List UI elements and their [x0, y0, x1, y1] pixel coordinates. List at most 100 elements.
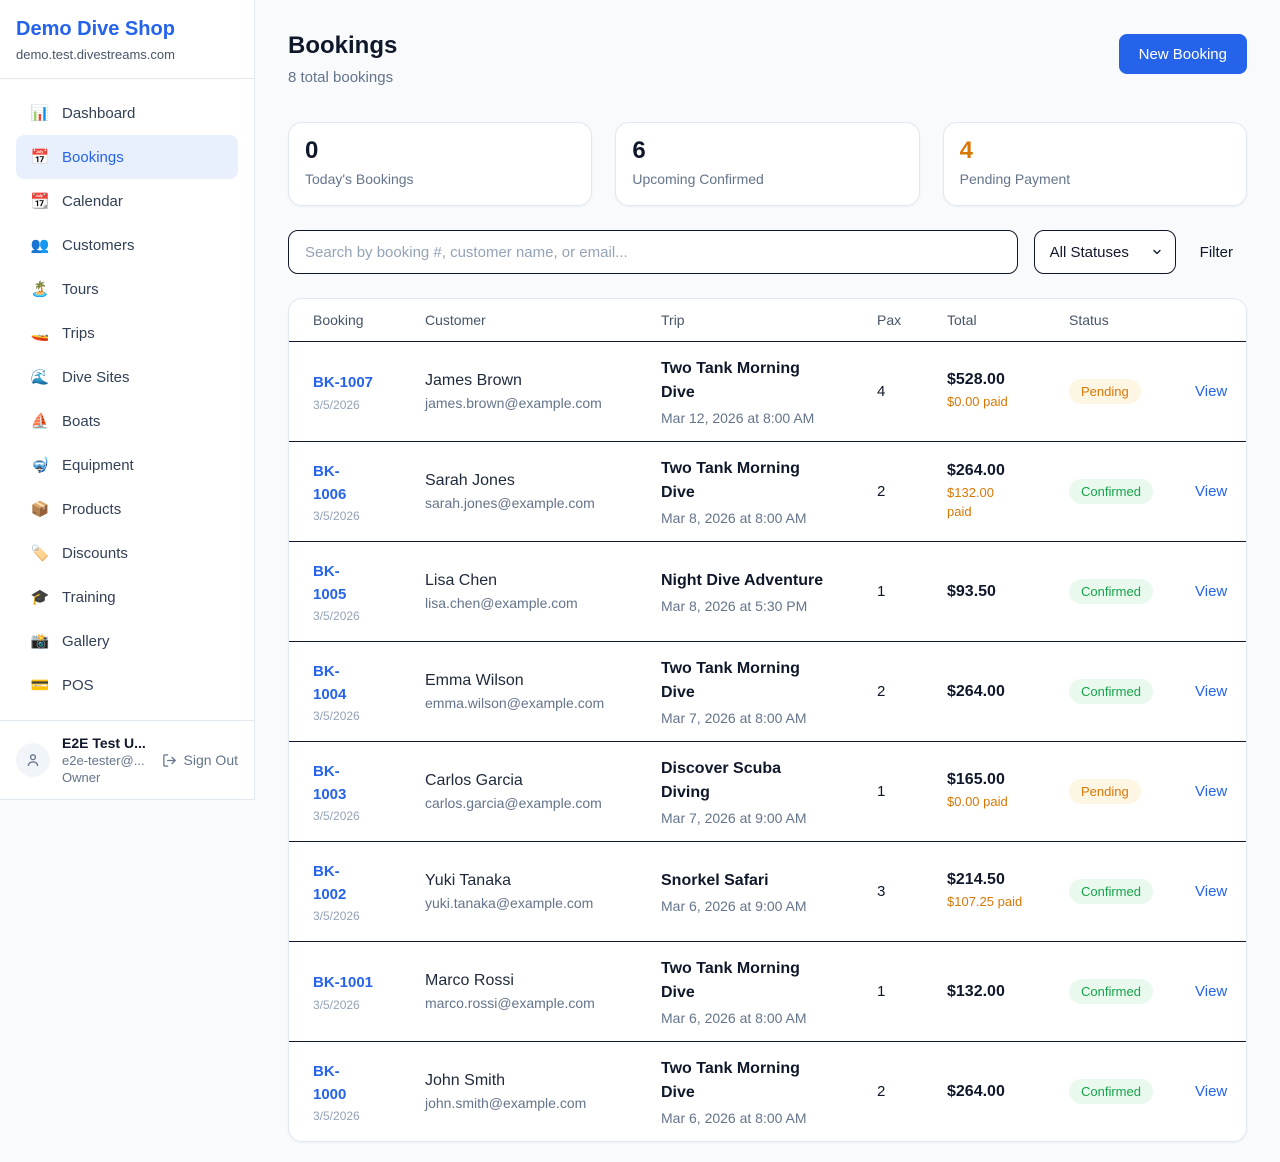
nav-icon: 📅 [30, 149, 50, 166]
customer-cell: John Smith john.smith@example.com [425, 1072, 661, 1111]
amount-paid: $0.00 paid [947, 394, 1008, 410]
sidebar-item-calendar[interactable]: 📆 Calendar [16, 179, 238, 223]
total-cell: $214.50 $107.25 paid [947, 871, 1069, 912]
status-cell: Confirmed [1069, 879, 1195, 904]
status-badge: Confirmed [1069, 579, 1153, 604]
view-booking-link[interactable]: View [1195, 882, 1228, 900]
nav-icon: 🚤 [30, 325, 50, 342]
view-booking-link[interactable]: View [1195, 482, 1228, 500]
pax-count: 1 [877, 583, 886, 600]
sign-out-button[interactable]: Sign Out [162, 752, 238, 768]
status-filter-select[interactable]: All Statuses [1033, 230, 1176, 274]
sidebar-item-dive-sites[interactable]: 🌊 Dive Sites [16, 355, 238, 399]
sidebar-item-trips[interactable]: 🚤 Trips [16, 311, 238, 355]
view-cell: View [1195, 683, 1227, 701]
table-row: BK-1001 3/5/2026 Marco Rossi marco.rossi… [289, 941, 1246, 1041]
sidebar-item-dashboard[interactable]: 📊 Dashboard [16, 91, 238, 135]
view-booking-link[interactable]: View [1195, 582, 1228, 600]
total-amount: $165.00 [947, 771, 1005, 789]
trip-cell: Two Tank Morning Dive Mar 8, 2026 at 8:0… [661, 457, 877, 526]
status-badge: Confirmed [1069, 979, 1153, 1004]
sidebar-item-products[interactable]: 📦 Products [16, 487, 238, 531]
status-badge: Confirmed [1069, 1079, 1153, 1104]
trip-name: Two Tank Morning Dive [661, 460, 800, 501]
booking-cell: BK- 1003 3/5/2026 [313, 760, 425, 824]
total-cell: $165.00 $0.00 paid [947, 771, 1069, 812]
view-cell: View [1195, 783, 1227, 801]
amount-paid: $107.25 paid [947, 894, 1023, 910]
customer-name: Emma Wilson [425, 672, 524, 689]
stat-card-pending-payment: 4 Pending Payment [942, 122, 1247, 206]
view-booking-link[interactable]: View [1195, 982, 1228, 1000]
shop-domain: demo.test.divestreams.com [16, 47, 175, 62]
booking-id-link[interactable]: BK- 1006 [313, 462, 347, 503]
pax-count: 1 [877, 783, 886, 800]
user-email: e2e-tester@... [62, 753, 145, 768]
view-booking-link[interactable]: View [1195, 382, 1228, 400]
sidebar: Demo Dive Shop demo.test.divestreams.com… [0, 0, 255, 800]
status-cell: Confirmed [1069, 579, 1195, 604]
view-booking-link[interactable]: View [1195, 1082, 1228, 1100]
booking-id-link[interactable]: BK- 1000 [313, 1062, 347, 1103]
table-row: BK- 1002 3/5/2026 Yuki Tanaka yuki.tanak… [289, 841, 1246, 941]
trip-cell: Two Tank Morning Dive Mar 6, 2026 at 8:0… [661, 1057, 877, 1126]
booking-date: 3/5/2026 [313, 909, 360, 924]
customer-name: James Brown [425, 372, 522, 389]
filter-button[interactable]: Filter [1192, 244, 1247, 261]
booking-id-link[interactable]: BK-1007 [313, 374, 374, 392]
sidebar-item-training[interactable]: 🎓 Training [16, 575, 238, 619]
trip-name: Night Dive Adventure [661, 572, 824, 589]
table-row: BK- 1003 3/5/2026 Carlos Garcia carlos.g… [289, 741, 1246, 841]
sidebar-item-label: Bookings [62, 148, 124, 166]
table-row: BK- 1005 3/5/2026 Lisa Chen lisa.chen@ex… [289, 541, 1246, 641]
user-name: E2E Test U... [62, 735, 146, 751]
nav-icon: 📸 [30, 633, 50, 650]
total-amount: $264.00 [947, 461, 1005, 479]
customer-email: john.smith@example.com [425, 1095, 587, 1111]
view-booking-link[interactable]: View [1195, 682, 1228, 700]
sign-out-icon [162, 753, 176, 767]
total-cell: $264.00 [947, 683, 1069, 701]
status-badge: Confirmed [1069, 479, 1153, 504]
customer-cell: Yuki Tanaka yuki.tanaka@example.com [425, 872, 661, 911]
booking-id-link[interactable]: BK-1001 [313, 974, 374, 992]
sidebar-item-equipment[interactable]: 🤿 Equipment [16, 443, 238, 487]
sidebar-item-bookings[interactable]: 📅 Bookings [16, 135, 238, 179]
sidebar-item-gallery[interactable]: 📸 Gallery [16, 619, 238, 663]
booking-id-link[interactable]: BK- 1002 [313, 862, 347, 903]
trip-datetime: Mar 8, 2026 at 5:30 PM [661, 598, 808, 614]
amount-paid: $0.00 paid [947, 794, 1008, 810]
booking-cell: BK-1001 3/5/2026 [313, 971, 425, 1011]
booking-id-link[interactable]: BK- 1004 [313, 662, 347, 703]
stat-card-upcoming-confirmed: 6 Upcoming Confirmed [615, 122, 920, 206]
user-icon [27, 754, 39, 767]
booking-date: 3/5/2026 [313, 709, 360, 724]
total-bookings-count: 8 total bookings [288, 69, 394, 86]
sidebar-item-discounts[interactable]: 🏷️ Discounts [16, 531, 238, 575]
table-row: BK- 1000 3/5/2026 John Smith john.smith@… [289, 1041, 1246, 1141]
stat-value: 4 [959, 137, 974, 164]
booking-id-link[interactable]: BK- 1003 [313, 762, 347, 803]
sidebar-item-label: Training [62, 588, 116, 606]
search-input[interactable] [288, 230, 1018, 274]
customer-name: John Smith [425, 1072, 506, 1089]
booking-cell: BK- 1004 3/5/2026 [313, 660, 425, 724]
sidebar-item-label: Dashboard [62, 104, 136, 122]
page-header: Bookings 8 total bookings New Booking [288, 32, 1247, 86]
sidebar-item-boats[interactable]: ⛵ Boats [16, 399, 238, 443]
new-booking-button[interactable]: New Booking [1118, 34, 1247, 74]
nav-icon: 💳 [30, 677, 50, 694]
trip-datetime: Mar 6, 2026 at 9:00 AM [661, 898, 807, 914]
sidebar-item-pos[interactable]: 💳 POS [16, 663, 238, 707]
sidebar-item-customers[interactable]: 👥 Customers [16, 223, 238, 267]
booking-id-link[interactable]: BK- 1005 [313, 562, 347, 603]
stat-card-todays-bookings: 0 Today's Bookings [288, 122, 593, 206]
sidebar-item-tours[interactable]: 🏝️ Tours [16, 267, 238, 311]
view-booking-link[interactable]: View [1195, 782, 1228, 800]
trip-name: Two Tank Morning Dive [661, 960, 800, 1001]
status-cell: Confirmed [1069, 979, 1195, 1004]
nav-icon: 🌊 [30, 369, 50, 386]
booking-cell: BK- 1000 3/5/2026 [313, 1060, 425, 1124]
customer-email: yuki.tanaka@example.com [425, 895, 594, 911]
avatar [16, 743, 50, 777]
